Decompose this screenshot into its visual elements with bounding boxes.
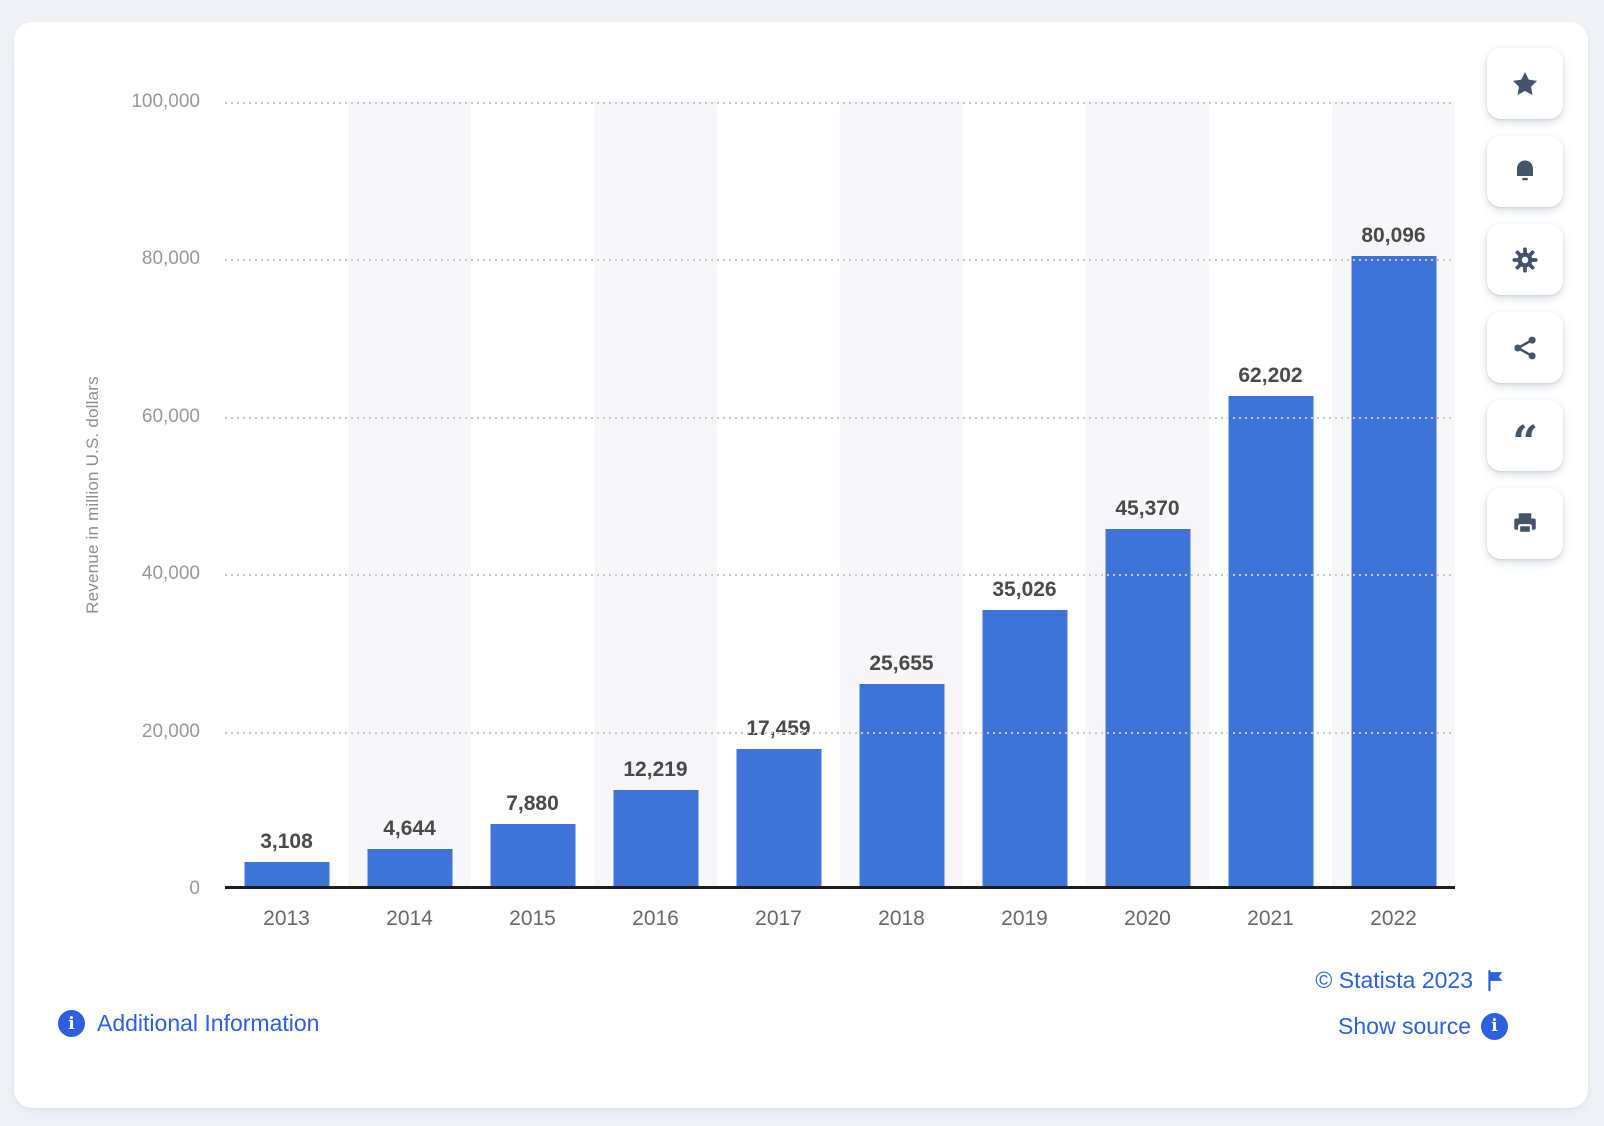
gridline-40,000 — [225, 574, 1455, 577]
x-label-2013: 2013 — [263, 907, 310, 930]
bar-2017[interactable] — [736, 748, 821, 886]
bell-icon — [1517, 160, 1533, 180]
star-icon — [1512, 71, 1538, 95]
column-2015: 7,880 2015 — [471, 102, 594, 930]
x-label-2015: 2015 — [509, 907, 556, 930]
info-icon: i — [58, 1010, 85, 1037]
y-tick-80,000: 80,000 — [141, 248, 200, 270]
show-source-link[interactable]: Show source — [1338, 1013, 1471, 1039]
column-2017: 17,459 2017 — [717, 102, 840, 930]
settings-button[interactable] — [1487, 224, 1563, 295]
report-flag-button[interactable] — [1483, 968, 1508, 993]
bar-2020[interactable] — [1105, 528, 1190, 886]
share-icon — [1514, 336, 1536, 359]
share-button[interactable] — [1487, 312, 1563, 383]
flag-icon — [1488, 969, 1503, 991]
bar-value-2019: 35,026 — [992, 578, 1057, 602]
bar-2018[interactable] — [859, 684, 944, 886]
gridline-20,000 — [225, 731, 1455, 734]
bar-value-2022: 80,096 — [1361, 223, 1426, 247]
bar-2016[interactable] — [613, 789, 698, 886]
y-axis-ticks: 0 20,000 40,000 60,000 80,000 100,000 — [14, 22, 200, 1108]
x-label-2016: 2016 — [632, 907, 679, 930]
footer-right: © Statista 2023 Show source i — [1315, 965, 1508, 1041]
x-label-2017: 2017 — [755, 907, 802, 930]
column-2016: 12,219 2016 — [594, 102, 717, 930]
y-tick-20,000: 20,000 — [141, 720, 200, 742]
svg-text:“: “ — [1512, 421, 1538, 451]
favorite-button[interactable] — [1487, 48, 1563, 119]
column-2014: 4,644 2014 — [348, 102, 471, 930]
x-label-2022: 2022 — [1370, 907, 1417, 930]
bar-value-2020: 45,370 — [1115, 496, 1180, 520]
chart-card: Revenue in million U.S. dollars 0 20,000 4… — [14, 22, 1588, 1108]
bar-value-2014: 4,644 — [383, 817, 436, 841]
alerts-button[interactable] — [1487, 136, 1563, 207]
y-tick-40,000: 40,000 — [141, 563, 200, 585]
cite-button[interactable]: “ — [1487, 400, 1563, 471]
column-2021: 62,202 2021 — [1209, 102, 1332, 930]
quote-icon: “ — [1512, 421, 1538, 451]
print-button[interactable] — [1487, 488, 1563, 559]
bar-value-2013: 3,108 — [260, 829, 313, 853]
x-label-2021: 2021 — [1247, 907, 1294, 930]
gridline-60,000 — [225, 416, 1455, 419]
additional-information-label: Additional Information — [97, 1010, 320, 1036]
gridline-100,000 — [225, 102, 1455, 104]
info-icon: i — [1481, 1012, 1508, 1040]
column-2022: 80,096 2022 — [1332, 102, 1455, 930]
gear-icon — [1512, 247, 1538, 272]
printer-icon — [1514, 512, 1536, 534]
column-2019: 35,026 2019 — [963, 102, 1086, 930]
x-label-2018: 2018 — [878, 907, 925, 930]
additional-information-link[interactable]: i Additional Information — [58, 1010, 319, 1037]
x-label-2014: 2014 — [386, 907, 433, 930]
bar-2019[interactable] — [982, 610, 1067, 886]
statista-copyright-link[interactable]: © Statista 2023 — [1315, 967, 1473, 993]
column-2013: 3,108 2013 — [225, 102, 348, 930]
bar-value-2018: 25,655 — [869, 652, 934, 676]
bar-2022[interactable] — [1351, 255, 1436, 886]
bar-value-2015: 7,880 — [506, 792, 559, 815]
bar-value-2016: 12,219 — [623, 757, 688, 781]
chart-toolbar: “ — [1487, 48, 1563, 559]
bar-2015[interactable] — [490, 824, 575, 886]
bar-2014[interactable] — [367, 849, 452, 886]
y-tick-100,000: 100,000 — [131, 91, 200, 112]
x-label-2019: 2019 — [1001, 907, 1048, 930]
plot-area: 3,108 2013 4,644 2014 7,880 2015 12,219 2016 17,… — [225, 102, 1455, 930]
column-2020: 45,370 2020 — [1086, 102, 1209, 930]
bar-value-2021: 62,202 — [1238, 364, 1303, 388]
bar-2021[interactable] — [1228, 396, 1313, 886]
x-label-2020: 2020 — [1124, 907, 1171, 930]
y-tick-0: 0 — [189, 878, 200, 899]
column-2018: 25,655 2018 — [840, 102, 963, 930]
bar-2013[interactable] — [244, 861, 329, 886]
bar-value-2017: 17,459 — [746, 716, 811, 740]
gridline-80,000 — [225, 259, 1455, 262]
y-tick-60,000: 60,000 — [141, 405, 200, 427]
bar-columns: 3,108 2013 4,644 2014 7,880 2015 12,219 2016 17,… — [225, 102, 1455, 930]
